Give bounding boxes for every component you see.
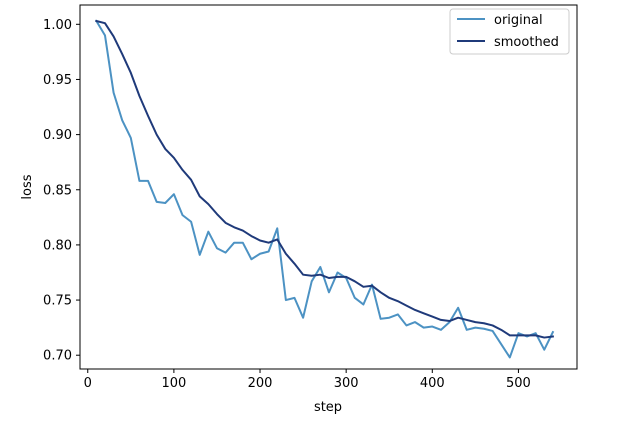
y-tick-label: 0.90 [43,128,72,143]
y-axis: 0.70 0.75 0.80 0.85 0.90 0.95 1.00 [43,18,80,364]
series-line-original [94,19,555,359]
legend-label-smoothed: smoothed [494,35,559,50]
x-tick-label: 0 [84,376,92,391]
y-tick-label: 0.80 [43,238,72,253]
x-tick-label: 100 [161,376,186,391]
x-tick-label: 200 [248,376,273,391]
y-tick-label: 0.95 [43,73,72,88]
y-tick-label: 0.70 [43,349,72,364]
legend: original smoothed [449,8,570,55]
x-axis-label: step [314,400,342,415]
legend-box [449,8,570,55]
y-tick-label: 1.00 [43,18,72,33]
x-axis: 0 100 200 300 400 500 [84,369,531,391]
y-axis-label: loss [20,174,35,199]
x-tick-label: 400 [420,376,445,391]
x-tick-label: 300 [334,376,359,391]
y-tick-label: 0.85 [43,183,72,198]
plot-frame [79,4,578,370]
legend-label-original: original [494,13,543,28]
y-tick-label: 0.75 [43,294,72,309]
series-layer [94,19,555,359]
x-tick-label: 500 [506,376,531,391]
series-line-smoothed [95,19,554,339]
